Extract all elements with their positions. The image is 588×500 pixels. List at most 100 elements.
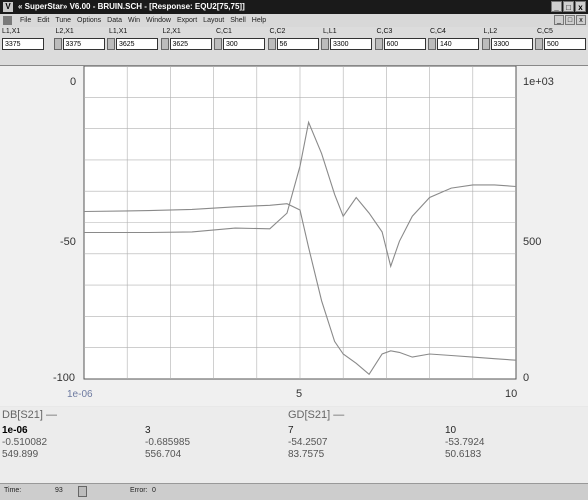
app-icon[interactable]: V	[3, 2, 13, 12]
param-spinner[interactable]	[214, 38, 222, 50]
param-value-field[interactable]: 3300	[330, 38, 372, 50]
param-4: C,C1 300	[214, 28, 269, 64]
param-value-field[interactable]: 600	[383, 38, 426, 50]
param-label: L,L2	[483, 28, 498, 35]
time-label: Time:	[4, 487, 22, 494]
param-value-field[interactable]: 500	[544, 38, 586, 50]
menu-layout[interactable]: Layout	[203, 17, 225, 24]
response-chart	[83, 66, 517, 380]
menu-export[interactable]: Export	[176, 17, 198, 24]
left-axis-tick-mid: -50	[60, 236, 76, 248]
param-value-field[interactable]: 3625	[116, 38, 158, 50]
readout-db-4: -53.7924	[445, 437, 485, 448]
menu-items: File Edit Tune Options Data Win Window Export La…	[20, 14, 266, 27]
maximize-button[interactable]: □	[563, 1, 574, 12]
plot-area: 0 -50 -100 1e+03 500 0 1e-06 5 10	[0, 66, 588, 406]
close-button[interactable]: x	[575, 1, 586, 12]
readout-db-1: -0.510082	[2, 437, 48, 448]
param-label: L2,X1	[55, 28, 74, 35]
minimize-button[interactable]: _	[551, 1, 562, 12]
readout-gd-2: 556.704	[145, 449, 182, 460]
param-label: C,C3	[376, 28, 393, 35]
readout-freq-3: 7	[288, 425, 294, 436]
mdi-restore-button[interactable]: □	[565, 15, 575, 25]
readout-gd-3: 83.7575	[288, 449, 325, 460]
param-value-field[interactable]: 140	[437, 38, 479, 50]
param-label: L,L1	[323, 28, 337, 35]
mdi-minimize-button[interactable]: _	[554, 15, 564, 25]
param-3: L2,X1 3625	[160, 28, 216, 64]
param-spinner[interactable]	[107, 38, 115, 50]
window-controls: _ □ x	[551, 1, 586, 13]
left-axis-tick-bottom: -100	[53, 372, 76, 384]
menu-edit[interactable]: Edit	[37, 17, 50, 24]
param-value-field[interactable]: 3375	[2, 38, 44, 50]
param-0: L1,X1 3375	[2, 28, 55, 64]
marker-readout: DB[S21] — GD[S21] — 1e-06 3 7 10 -0.5100…	[0, 407, 588, 483]
param-5: C,C2 56	[267, 28, 323, 64]
param-spinner[interactable]	[160, 38, 169, 50]
param-value-field[interactable]: 3625	[169, 38, 212, 50]
readout-freq-2: 3	[145, 425, 151, 436]
left-axis-tick-top: 0	[70, 76, 77, 88]
readout-right-header: GD[S21] —	[288, 409, 345, 421]
menu-bar: File Edit Tune Options Data Win Window Export La…	[0, 14, 588, 27]
param-value-field[interactable]: 3375	[62, 38, 105, 50]
param-spinner[interactable]	[321, 38, 329, 50]
right-axis-tick-bottom: 0	[523, 372, 530, 384]
param-label: L2,X1	[162, 28, 181, 35]
x-axis-tick-end: 10	[505, 388, 518, 400]
tune-parameter-bar: L1,X1 3375 L2,X1 3375 L1,X1 3625 L2,X1 3625 C,C1…	[0, 27, 588, 66]
param-9: L,L2 3300	[481, 28, 537, 64]
error-value: 0	[152, 487, 156, 494]
readout-db-2: -0.685985	[145, 437, 191, 448]
menu-options[interactable]: Options	[77, 17, 102, 24]
param-spinner[interactable]	[53, 38, 62, 50]
readout-gd-1: 549.899	[2, 449, 39, 460]
mdi-close-button[interactable]: x	[576, 15, 586, 25]
param-value-field[interactable]: 300	[223, 38, 265, 50]
error-label: Error:	[130, 487, 148, 494]
param-10: C,C5 500	[535, 28, 588, 64]
time-value: 93	[55, 487, 63, 494]
time-spinner[interactable]	[78, 486, 87, 497]
param-spinner[interactable]	[535, 38, 543, 50]
x-axis-tick-start: 1e-06	[67, 389, 93, 400]
param-8: C,C4 140	[428, 28, 483, 64]
x-axis-tick-mid: 5	[296, 388, 303, 400]
param-label: C,C4	[430, 28, 446, 35]
param-spinner[interactable]	[374, 38, 383, 50]
param-spinner[interactable]	[428, 38, 436, 50]
param-label: L1,X1	[109, 28, 128, 35]
param-1: L2,X1 3375	[53, 28, 109, 64]
param-spinner[interactable]	[481, 38, 490, 50]
window-title: « SuperStar» V6.00 - BRUIN.SCH - [Respon…	[18, 2, 245, 11]
readout-left-header: DB[S21] —	[2, 409, 58, 421]
menu-window[interactable]: Window	[146, 17, 171, 24]
menu-file[interactable]: File	[20, 17, 32, 24]
menu-help[interactable]: Help	[251, 17, 267, 24]
mdi-controls: _ □ x	[554, 15, 586, 25]
menu-win[interactable]: Win	[127, 17, 141, 24]
param-label: C,C1	[216, 28, 232, 35]
param-value-field[interactable]: 3300	[490, 38, 533, 50]
param-spinner[interactable]	[267, 38, 276, 50]
readout-gd-4: 50.6183	[445, 449, 482, 460]
status-bar: Time: 93 Error: 0	[0, 483, 588, 500]
readout-db-3: -54.2507	[288, 437, 328, 448]
title-bar: V « SuperStar» V6.00 - BRUIN.SCH - [Resp…	[0, 0, 588, 14]
param-label: C,C2	[269, 28, 286, 35]
series-line-db-s21-	[83, 203, 517, 376]
readout-freq-1: 1e-06	[2, 425, 28, 436]
menu-data[interactable]: Data	[107, 17, 122, 24]
param-6: L,L1 3300	[321, 28, 376, 64]
param-value-field[interactable]: 56	[276, 38, 319, 50]
param-label: C,C5	[537, 28, 553, 35]
document-icon[interactable]	[3, 16, 12, 25]
series-line-gd-s21-	[84, 120, 517, 269]
param-7: C,C3 600	[374, 28, 430, 64]
param-label: L1,X1	[2, 28, 21, 35]
param-2: L1,X1 3625	[107, 28, 162, 64]
menu-tune[interactable]: Tune	[55, 17, 72, 24]
menu-shell[interactable]: Shell	[230, 17, 246, 24]
